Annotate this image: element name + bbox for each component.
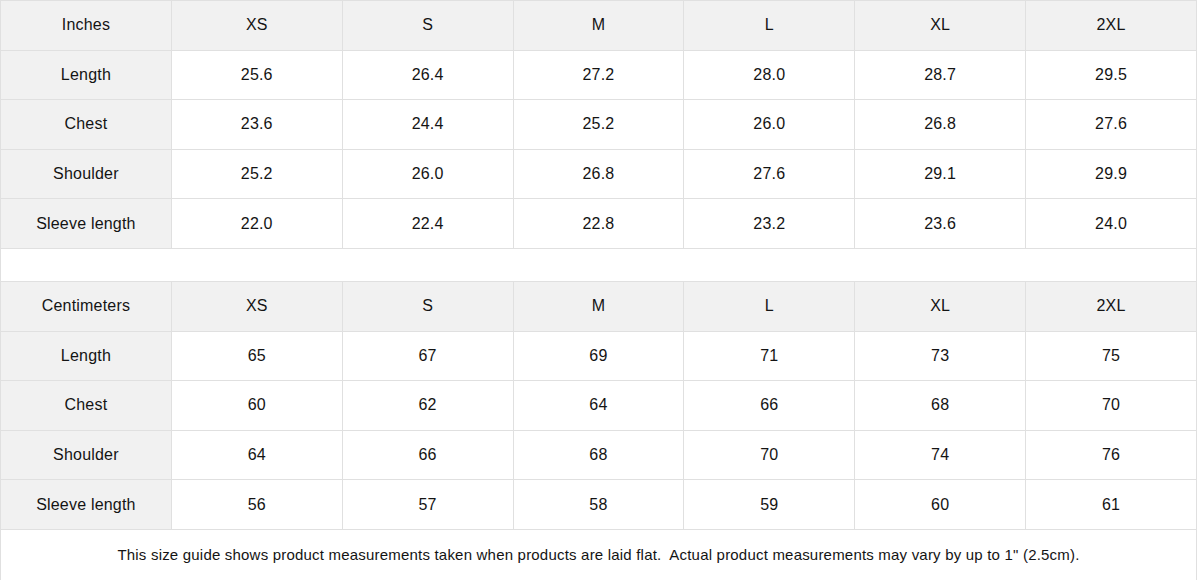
measurement-cell: 22.4 — [342, 199, 513, 249]
table-row: Shoulder 64 66 68 70 74 76 — [1, 430, 1197, 480]
unit-header-centimeters: Centimeters — [1, 281, 172, 331]
unit-header-inches: Inches — [1, 1, 172, 51]
measurement-cell: 25.2 — [171, 149, 342, 199]
measurement-cell: 65 — [171, 331, 342, 381]
measurement-cell: 75 — [1026, 331, 1197, 381]
measurement-cell: 73 — [855, 331, 1026, 381]
size-col-header-xs: XS — [171, 281, 342, 331]
measurement-cell: 26.0 — [684, 100, 855, 150]
size-col-header-m: M — [513, 281, 684, 331]
measurement-cell: 60 — [171, 381, 342, 431]
measurement-cell: 26.0 — [342, 149, 513, 199]
size-col-header-xl: XL — [855, 1, 1026, 51]
centimeters-header-row: Centimeters XS S M L XL 2XL — [1, 281, 1197, 331]
measurement-cell: 61 — [1026, 480, 1197, 530]
measurement-cell: 69 — [513, 331, 684, 381]
measurement-cell: 23.2 — [684, 199, 855, 249]
measurement-cell: 68 — [855, 381, 1026, 431]
row-label-shoulder: Shoulder — [1, 149, 172, 199]
measurement-cell: 29.9 — [1026, 149, 1197, 199]
measurement-cell: 26.4 — [342, 50, 513, 100]
inches-header-row: Inches XS S M L XL 2XL — [1, 1, 1197, 51]
row-label-shoulder: Shoulder — [1, 430, 172, 480]
table-row: Shoulder 25.2 26.0 26.8 27.6 29.1 29.9 — [1, 149, 1197, 199]
row-label-length: Length — [1, 50, 172, 100]
size-col-header-s: S — [342, 1, 513, 51]
measurement-cell: 22.0 — [171, 199, 342, 249]
measurement-cell: 76 — [1026, 430, 1197, 480]
size-col-header-m: M — [513, 1, 684, 51]
measurement-cell: 25.6 — [171, 50, 342, 100]
table-row: Sleeve length 56 57 58 59 60 61 — [1, 480, 1197, 530]
row-label-sleeve-length: Sleeve length — [1, 480, 172, 530]
measurement-cell: 24.0 — [1026, 199, 1197, 249]
measurement-cell: 58 — [513, 480, 684, 530]
row-label-chest: Chest — [1, 381, 172, 431]
table-row: Chest 23.6 24.4 25.2 26.0 26.8 27.6 — [1, 100, 1197, 150]
row-label-sleeve-length: Sleeve length — [1, 199, 172, 249]
measurement-cell: 23.6 — [855, 199, 1026, 249]
size-col-header-xl: XL — [855, 281, 1026, 331]
size-col-header-xs: XS — [171, 1, 342, 51]
measurement-cell: 29.1 — [855, 149, 1026, 199]
measurement-cell: 60 — [855, 480, 1026, 530]
footer-note-row: This size guide shows product measuremen… — [1, 529, 1197, 580]
size-col-header-2xl: 2XL — [1026, 281, 1197, 331]
measurement-cell: 66 — [342, 430, 513, 480]
measurement-cell: 23.6 — [171, 100, 342, 150]
measurement-cell: 27.2 — [513, 50, 684, 100]
size-guide-disclaimer: This size guide shows product measuremen… — [1, 529, 1197, 580]
spacer-cell — [1, 248, 1197, 281]
measurement-cell: 57 — [342, 480, 513, 530]
measurement-cell: 70 — [684, 430, 855, 480]
measurement-cell: 70 — [1026, 381, 1197, 431]
measurement-cell: 26.8 — [855, 100, 1026, 150]
row-label-chest: Chest — [1, 100, 172, 150]
measurement-cell: 27.6 — [684, 149, 855, 199]
measurement-cell: 71 — [684, 331, 855, 381]
row-label-length: Length — [1, 331, 172, 381]
size-col-header-l: L — [684, 1, 855, 51]
measurement-cell: 28.7 — [855, 50, 1026, 100]
measurement-cell: 74 — [855, 430, 1026, 480]
measurement-cell: 67 — [342, 331, 513, 381]
measurement-cell: 64 — [171, 430, 342, 480]
size-guide-table: Inches XS S M L XL 2XL Length 25.6 26.4 … — [0, 0, 1197, 580]
measurement-cell: 24.4 — [342, 100, 513, 150]
table-row: Length 65 67 69 71 73 75 — [1, 331, 1197, 381]
section-spacer — [1, 248, 1197, 281]
measurement-cell: 29.5 — [1026, 50, 1197, 100]
measurement-cell: 26.8 — [513, 149, 684, 199]
measurement-cell: 25.2 — [513, 100, 684, 150]
table-row: Length 25.6 26.4 27.2 28.0 28.7 29.5 — [1, 50, 1197, 100]
table-row: Chest 60 62 64 66 68 70 — [1, 381, 1197, 431]
measurement-cell: 68 — [513, 430, 684, 480]
measurement-cell: 66 — [684, 381, 855, 431]
size-col-header-s: S — [342, 281, 513, 331]
measurement-cell: 27.6 — [1026, 100, 1197, 150]
measurement-cell: 59 — [684, 480, 855, 530]
measurement-cell: 28.0 — [684, 50, 855, 100]
size-col-header-2xl: 2XL — [1026, 1, 1197, 51]
measurement-cell: 22.8 — [513, 199, 684, 249]
measurement-cell: 56 — [171, 480, 342, 530]
measurement-cell: 62 — [342, 381, 513, 431]
size-col-header-l: L — [684, 281, 855, 331]
measurement-cell: 64 — [513, 381, 684, 431]
table-row: Sleeve length 22.0 22.4 22.8 23.2 23.6 2… — [1, 199, 1197, 249]
